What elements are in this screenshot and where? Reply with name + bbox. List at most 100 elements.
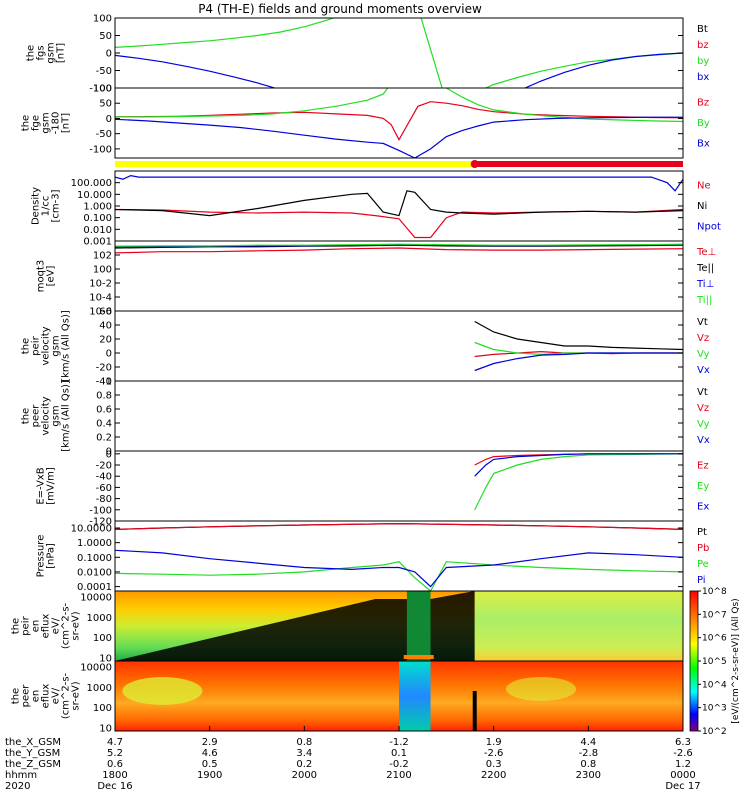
y-tick-label: 0.2 xyxy=(96,433,112,444)
plot-panels: -100-50050100thefgsgsm[nT]Btbzbybx-100-5… xyxy=(11,14,721,735)
y-tick-label: 0 xyxy=(106,49,112,60)
axis-tick-value: 1800 xyxy=(102,770,127,781)
y-tick-label: 0.4 xyxy=(96,419,112,430)
legend-pressure-Pt: Pt xyxy=(697,527,707,538)
peer-spectrogram xyxy=(114,660,684,732)
y-tick-label: 10-6 xyxy=(89,307,112,318)
y-tick-label: 10 xyxy=(99,723,112,734)
y-tick-label: 1 xyxy=(106,377,112,388)
series-pressure-Pe xyxy=(115,561,683,591)
axis-tick-value: 0.5 xyxy=(202,759,218,770)
axis-tick-value: 1900 xyxy=(197,770,222,781)
panel-frame xyxy=(114,17,684,89)
y-tick-label: -80 xyxy=(96,494,112,505)
axis-row-label: hhmm xyxy=(5,770,37,781)
legend-peir_velocity-Vt: Vt xyxy=(697,317,708,328)
y-tick-label: 0.1000 xyxy=(77,553,112,564)
y-tick-label: 0.001 xyxy=(83,237,112,248)
y-tick-label: -20 xyxy=(96,363,112,374)
legend-peer_velocity-Vy: Vy xyxy=(697,419,710,430)
y-tick-label: -120 xyxy=(89,517,112,528)
axis-tick-value: 4.6 xyxy=(202,748,218,759)
axis-tick-value: -1.2 xyxy=(389,737,409,748)
y-tick-label: -50 xyxy=(96,66,112,77)
legend-peer_velocity-Vz: Vz xyxy=(697,403,709,414)
y-tick-label: 0.0100 xyxy=(77,567,112,578)
y-tick-label: 102 xyxy=(93,251,112,262)
colorbar-tick-label: 10^4 xyxy=(702,680,727,690)
y-tick-label: 1000 xyxy=(87,683,112,694)
legend-moqt3-Ti||: Ti|| xyxy=(696,295,712,306)
y-tick-label: 40 xyxy=(99,321,112,332)
panel-peer_velocity: 0 0.2 0.4 0.6 0.8 1 thepeervelocitygsm[km/s (A… xyxy=(21,377,710,458)
axis-tick-value: Dec 16 xyxy=(97,781,132,792)
legend-density-Ne: Ne xyxy=(697,180,711,191)
y-tick-label: 10-2 xyxy=(89,279,112,290)
y-tick-label: -60 xyxy=(96,483,112,494)
mode-bar xyxy=(115,160,683,168)
panel-efield: -120-100-80-60-40-200 E=-VxB[mV/m] Ez Ey Ex xyxy=(36,449,710,527)
axis-tick-value: -2.8 xyxy=(579,748,599,759)
legend-efield-Ex: Ex xyxy=(697,502,709,513)
series-fge-Bz xyxy=(115,101,683,141)
series-pressure-Pb xyxy=(115,522,683,530)
series-density-Npot xyxy=(115,174,683,192)
y-tick-label: 100.000 xyxy=(71,178,112,189)
y-tick-label: 100 xyxy=(93,703,112,714)
y-tick-label: 10000 xyxy=(80,593,112,604)
legend-moqt3-Te||: Te|| xyxy=(696,263,714,274)
y-tick-label: 60 xyxy=(99,307,112,318)
y-tick-label: -50 xyxy=(96,129,112,140)
y-tick-label: -100 xyxy=(89,505,112,516)
axis-tick-value: 1.2 xyxy=(675,759,691,770)
y-tick-label: -100 xyxy=(89,84,112,95)
y-axis-label: thepeervelocitygsm[km/s (All Qs)] xyxy=(21,380,72,452)
panel-frame xyxy=(114,170,684,242)
legend-fgs-bz: bz xyxy=(697,40,709,51)
y-tick-label: 0.6 xyxy=(96,405,112,416)
axis-tick-value: Dec 17 xyxy=(665,781,700,792)
y-tick-label: 1000 xyxy=(87,613,112,624)
axis-tick-value: 5.2 xyxy=(107,748,123,759)
axis-tick-value: -2.6 xyxy=(673,748,693,759)
axis-tick-value: 0.3 xyxy=(486,759,502,770)
axis-tick-value: 4.4 xyxy=(580,737,596,748)
axis-tick-value: 0.8 xyxy=(296,737,312,748)
series-pressure-Pi xyxy=(115,549,683,588)
panel-fge: -100 -50 0 50 100 thefgegsm-180[nT] Bz By Bx xyxy=(21,84,710,159)
legend-fge-By: By xyxy=(697,118,710,129)
series-moqt3-Ti|| xyxy=(115,243,683,247)
axis-tick-value: 3.4 xyxy=(296,748,312,759)
y-tick-label: 10 xyxy=(99,653,112,664)
axis-tick-value: 4.7 xyxy=(107,737,123,748)
y-tick-label: 100 xyxy=(93,265,112,276)
series-density-Ni xyxy=(115,190,683,217)
axis-tick-value: 1.9 xyxy=(486,737,502,748)
legend-fgs-bx: bx xyxy=(697,72,709,83)
colorbar-tick-label: 10^5 xyxy=(702,657,727,667)
y-tick-label: 10.0000 xyxy=(71,523,112,534)
colorbar: 10^2 10^3 10^4 10^5 10^6 10^7 10^8 [eV/(cm^2-s-… xyxy=(689,587,741,737)
axis-tick-value: 2000 xyxy=(292,770,317,781)
y-tick-label: -40 xyxy=(96,377,112,388)
y-tick-label: -100 xyxy=(89,144,112,155)
panel-moqt3: 10-6 10-4 10-2 100 102 moqt3[eV] Te⊥ Te|| Ti⊥ Ti|… xyxy=(36,240,716,318)
panel-pressure: 0.0001 0.0100 0.1000 1.0000 10.0000 Pressure[… xyxy=(36,520,709,593)
panel-peir_velocity: -40 -20 0 20 40 60 thepeirvelocitygsm[km/s (Al… xyxy=(21,307,710,388)
legend-fgs-by: by xyxy=(697,56,709,67)
y-tick-label: 0.010 xyxy=(83,225,112,236)
y-tick-label: 0 xyxy=(106,449,112,460)
legend-efield-Ey: Ey xyxy=(697,481,709,492)
y-axis-label: thefgegsm-180[nT] xyxy=(21,112,72,135)
axis-tick-value: 2100 xyxy=(386,770,411,781)
y-tick-label: 10000 xyxy=(80,663,112,674)
y-tick-label: 20 xyxy=(99,335,112,346)
y-tick-label: 10-4 xyxy=(89,293,112,304)
y-axis-label: Density1/cc[cm-3] xyxy=(31,187,62,225)
y-tick-label: 50 xyxy=(99,31,112,42)
colorbar-tick-label: 10^8 xyxy=(702,587,727,597)
axis-tick-value: 0.1 xyxy=(391,748,407,759)
y-tick-label: 10.000 xyxy=(77,190,112,201)
colorbar-tick-label: 10^6 xyxy=(702,634,727,644)
y-tick-label: 1.000 xyxy=(83,202,112,213)
